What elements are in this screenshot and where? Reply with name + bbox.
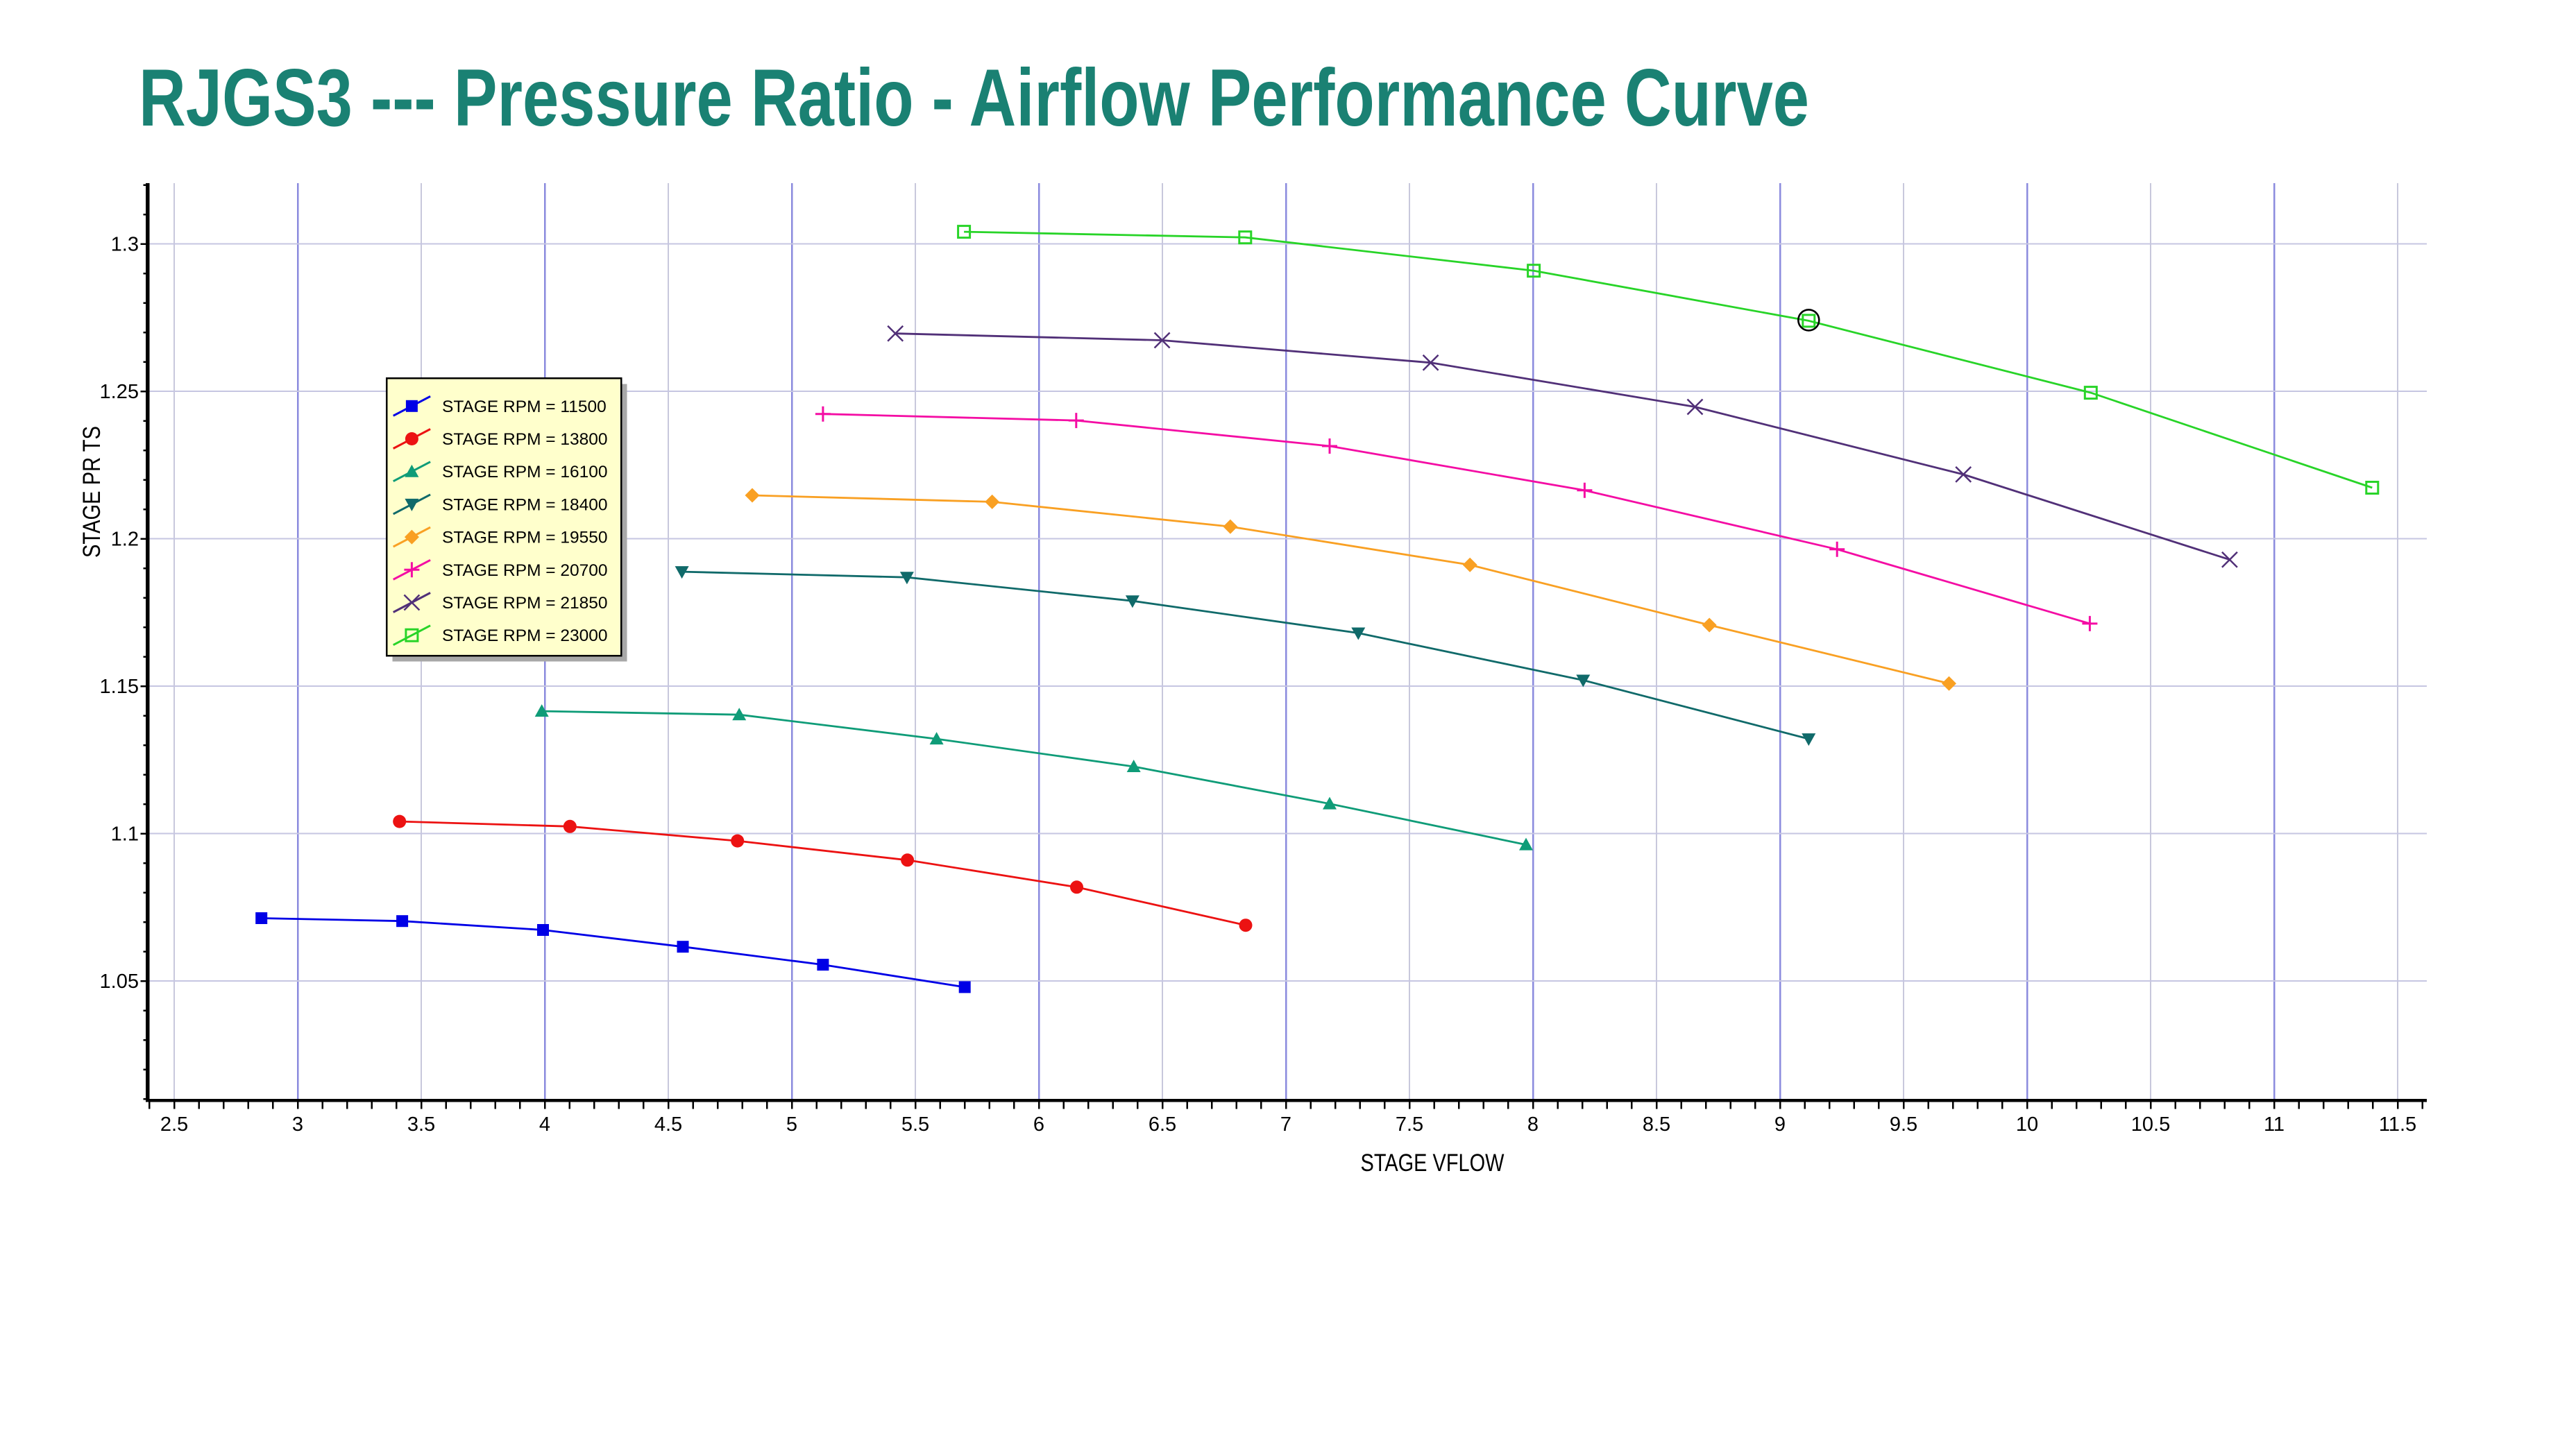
- svg-text:9: 9: [1774, 1113, 1786, 1136]
- svg-text:STAGE RPM = 16100: STAGE RPM = 16100: [442, 463, 608, 481]
- svg-text:8.5: 8.5: [1643, 1113, 1670, 1136]
- svg-text:1.25: 1.25: [100, 381, 139, 403]
- svg-text:10: 10: [2016, 1113, 2038, 1136]
- svg-text:11.5: 11.5: [2379, 1113, 2416, 1136]
- svg-text:6.5: 6.5: [1149, 1113, 1176, 1136]
- svg-text:STAGE RPM = 19550: STAGE RPM = 19550: [442, 529, 608, 547]
- svg-text:STAGE RPM = 23000: STAGE RPM = 23000: [442, 626, 608, 645]
- svg-text:4: 4: [539, 1113, 550, 1136]
- svg-text:7: 7: [1280, 1113, 1291, 1136]
- svg-text:RJGS3 --- Pressure Ratio - Air: RJGS3 --- Pressure Ratio - Airflow Perfo…: [139, 52, 1809, 143]
- svg-text:STAGE PR TS: STAGE PR TS: [78, 426, 105, 558]
- svg-text:STAGE VFLOW: STAGE VFLOW: [1361, 1150, 1505, 1177]
- svg-text:STAGE RPM = 18400: STAGE RPM = 18400: [442, 495, 608, 514]
- svg-text:STAGE RPM = 21850: STAGE RPM = 21850: [442, 594, 608, 613]
- svg-text:1.05: 1.05: [100, 971, 139, 993]
- svg-text:11: 11: [2264, 1113, 2285, 1136]
- svg-text:7.5: 7.5: [1396, 1113, 1423, 1136]
- svg-text:5.5: 5.5: [901, 1113, 929, 1136]
- svg-text:STAGE RPM = 13800: STAGE RPM = 13800: [442, 430, 608, 449]
- svg-text:3: 3: [292, 1113, 303, 1136]
- svg-text:2.5: 2.5: [160, 1113, 188, 1136]
- svg-text:STAGE RPM = 20700: STAGE RPM = 20700: [442, 561, 608, 580]
- svg-text:3.5: 3.5: [407, 1113, 435, 1136]
- svg-text:1.15: 1.15: [100, 676, 139, 698]
- svg-text:1.2: 1.2: [111, 529, 139, 551]
- svg-text:STAGE RPM = 11500: STAGE RPM = 11500: [442, 398, 607, 416]
- svg-text:10.5: 10.5: [2131, 1113, 2170, 1136]
- svg-text:9.5: 9.5: [1890, 1113, 1917, 1136]
- svg-text:8: 8: [1527, 1113, 1539, 1136]
- svg-text:1.3: 1.3: [111, 234, 139, 256]
- svg-text:4.5: 4.5: [654, 1113, 682, 1136]
- svg-text:5: 5: [786, 1113, 797, 1136]
- svg-text:6: 6: [1033, 1113, 1044, 1136]
- svg-text:1.1: 1.1: [111, 823, 139, 846]
